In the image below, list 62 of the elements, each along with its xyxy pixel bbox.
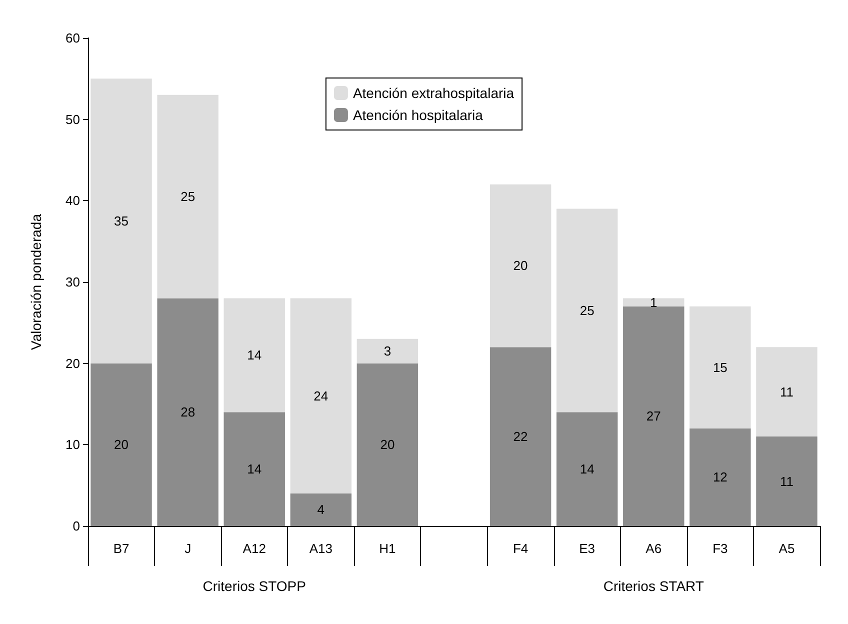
x-tick-label: E3 — [579, 541, 596, 556]
bar — [224, 298, 285, 412]
data-label: 11 — [780, 384, 794, 400]
data-label: 14 — [247, 348, 262, 363]
x-tick-label: A5 — [778, 541, 795, 556]
y-tick-label: 60 — [66, 30, 80, 46]
data-label: 28 — [180, 404, 196, 420]
x-tick-label: F4 — [512, 541, 528, 556]
y-tick-label: 10 — [66, 437, 80, 452]
x-tick-label: F3 — [712, 541, 728, 556]
bar — [356, 338, 418, 364]
y-tick-label: 0 — [72, 518, 80, 534]
bar — [356, 363, 418, 526]
data-label: 35 — [114, 214, 129, 228]
data-label: 25 — [180, 189, 196, 204]
bar — [690, 306, 751, 428]
data-label: 22 — [513, 429, 528, 444]
y-tick-label: 50 — [66, 112, 80, 127]
bar — [224, 412, 285, 526]
legend-label: Atención hospitalaria — [352, 107, 484, 123]
data-label: 14 — [580, 462, 594, 477]
data-label: 3 — [384, 344, 392, 359]
bar — [623, 306, 684, 526]
x-tick-label: J — [184, 541, 192, 556]
data-label: 15 — [712, 360, 728, 375]
bar — [756, 436, 818, 526]
text: Criterios STOPP — [202, 578, 306, 594]
data-label: 12 — [712, 470, 728, 485]
bar — [157, 94, 218, 298]
bar — [90, 78, 152, 364]
data-label: 11 — [780, 474, 794, 489]
bar — [690, 428, 751, 526]
y-tick-label: 40 — [66, 193, 80, 208]
data-label: 4 — [317, 502, 325, 518]
y-axis-title: Valoración ponderada — [28, 214, 44, 350]
bar — [290, 493, 352, 526]
bar — [556, 412, 618, 526]
x-tick-label: B7 — [113, 541, 130, 556]
bar — [556, 208, 618, 412]
bar — [490, 184, 552, 348]
y-tick-label: 20 — [66, 356, 80, 371]
text: Criterios START — [603, 578, 704, 594]
data-label: 20 — [513, 258, 528, 274]
bar — [90, 363, 152, 526]
data-label: 24 — [314, 388, 328, 404]
data-label: 27 — [646, 408, 661, 424]
x-tick-label: A13 — [309, 541, 332, 556]
bar — [157, 298, 218, 526]
data-label: 25 — [580, 302, 594, 318]
data-label: 1 — [650, 294, 658, 310]
data-label: 14 — [247, 462, 262, 477]
x-tick-label: A12 — [242, 541, 266, 556]
data-label: 20 — [114, 437, 129, 452]
bar — [623, 298, 684, 306]
data-label: 20 — [380, 437, 395, 452]
legend-label: Atención extrahospitalaria — [352, 85, 514, 101]
x-tick-label: A6 — [646, 541, 662, 556]
x-tick-label: H1 — [379, 541, 396, 556]
y-tick-label: 30 — [66, 274, 80, 290]
bar — [290, 298, 352, 494]
bar — [756, 347, 818, 437]
bar — [490, 347, 552, 526]
